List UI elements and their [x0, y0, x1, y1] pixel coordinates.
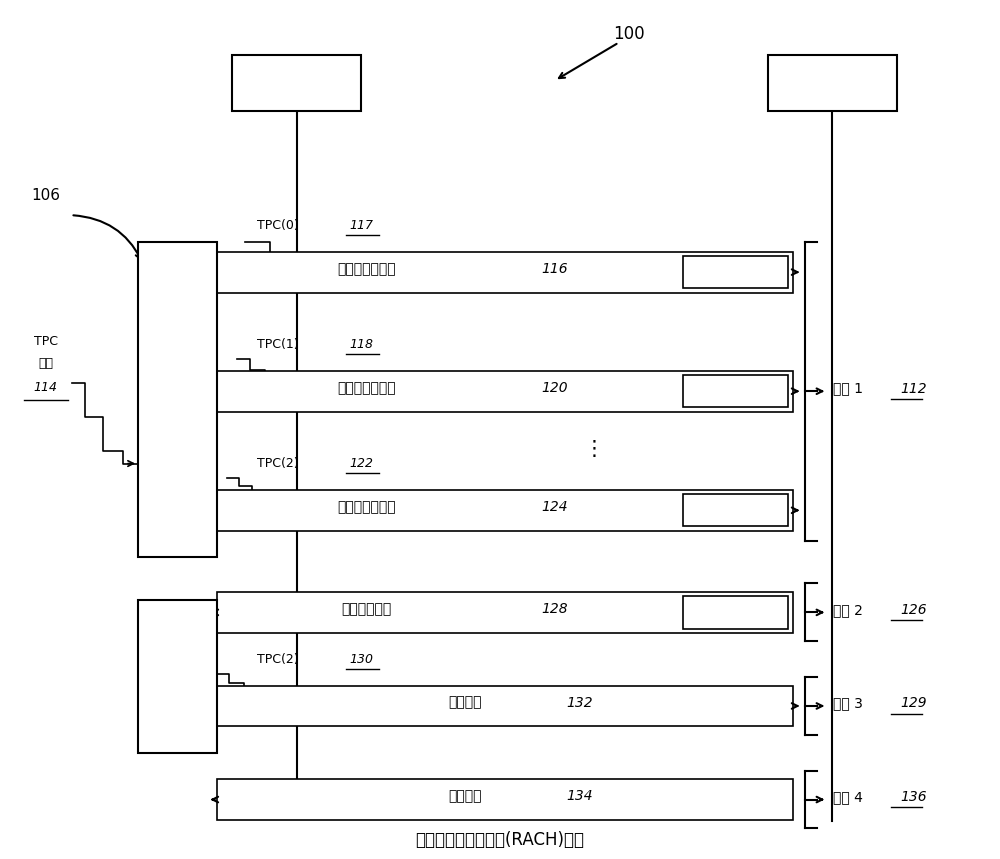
Text: 128: 128	[541, 602, 568, 616]
Bar	[217, 371, 793, 411]
Text: 114: 114	[34, 381, 58, 394]
Text: 随机接入前置码: 随机接入前置码	[337, 381, 395, 395]
Text: 144: 144	[745, 603, 769, 617]
Text: 100: 100	[613, 25, 645, 43]
Text: TPC: TPC	[34, 335, 58, 349]
Text: 数据: 数据	[38, 357, 53, 370]
Text: 140: 140	[745, 382, 769, 395]
Text: 104: 104	[857, 76, 883, 90]
Text: 134: 134	[566, 789, 593, 803]
Text: 阶段 1: 阶段 1	[833, 381, 863, 396]
Bar	[683, 375, 788, 407]
Text: 108: 108	[164, 685, 191, 698]
Text: ⋮: ⋮	[584, 439, 605, 459]
Text: 随机接入前置码: 随机接入前置码	[337, 262, 395, 276]
Bar	[217, 592, 793, 633]
Bar	[683, 494, 788, 527]
Text: 132: 132	[566, 696, 593, 710]
Text: 102: 102	[315, 76, 342, 90]
Text: 随机接入前置码: 随机接入前置码	[337, 500, 395, 514]
Text: 136: 136	[901, 790, 927, 804]
Bar	[683, 256, 788, 289]
Text: TPC(2): TPC(2)	[693, 603, 735, 617]
Bar	[683, 596, 788, 629]
Bar	[217, 252, 793, 293]
Text: TPC(0): TPC(0)	[257, 219, 299, 232]
Text: TPC(2): TPC(2)	[257, 457, 299, 470]
Text: 随机接入响应: 随机接入响应	[341, 602, 391, 616]
Text: 基于竞争的随机接入(RACH)规程: 基于竞争的随机接入(RACH)规程	[416, 831, 584, 849]
Bar	[138, 600, 217, 752]
Text: 阶段 2: 阶段 2	[833, 603, 863, 617]
Bar	[217, 490, 793, 531]
Bar	[232, 55, 361, 111]
Text: 116: 116	[541, 262, 568, 276]
Bar	[138, 242, 217, 557]
Text: MAC: MAC	[160, 375, 195, 390]
Text: 142: 142	[745, 502, 769, 515]
Text: 110: 110	[164, 408, 191, 422]
Text: 阶段 4: 阶段 4	[833, 790, 863, 804]
Text: TPC(2): TPC(2)	[257, 653, 299, 666]
Text: PHY: PHY	[162, 656, 194, 670]
Bar	[217, 779, 793, 820]
Text: f(0): f(0)	[703, 263, 725, 276]
Text: f(2): f(2)	[703, 502, 725, 515]
Text: 112: 112	[901, 381, 927, 396]
Text: UE: UE	[264, 74, 289, 92]
Text: 106: 106	[31, 188, 60, 203]
Text: 138: 138	[745, 263, 769, 276]
Bar	[217, 685, 793, 727]
Text: eNB: eNB	[788, 74, 826, 92]
Text: 竞争决定: 竞争决定	[449, 789, 482, 803]
Text: 调度传输: 调度传输	[449, 696, 482, 710]
Text: 阶段 3: 阶段 3	[833, 697, 863, 710]
Text: 129: 129	[901, 697, 927, 710]
Text: f(1): f(1)	[703, 382, 725, 395]
Text: 120: 120	[541, 381, 568, 395]
Text: 118: 118	[349, 338, 373, 351]
Text: 126: 126	[901, 603, 927, 617]
Text: 124: 124	[541, 500, 568, 514]
Bar	[768, 55, 897, 111]
Text: 122: 122	[349, 457, 373, 470]
Text: 117: 117	[349, 219, 373, 232]
Text: TPC(1): TPC(1)	[257, 338, 299, 351]
Text: 130: 130	[349, 653, 373, 666]
